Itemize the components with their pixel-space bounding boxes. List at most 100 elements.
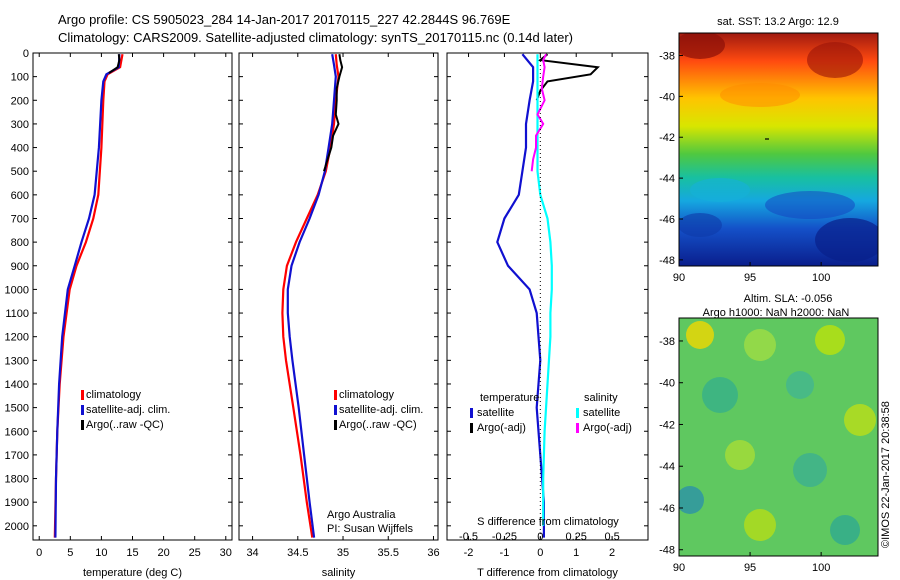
x-tick-label: 15 xyxy=(126,547,138,559)
legend-label: Argo(-adj) xyxy=(477,422,526,434)
x-tick-label: 35 xyxy=(337,547,349,559)
legend-label: satellite xyxy=(583,407,620,419)
legend-header: temperature xyxy=(480,392,539,404)
map-x-tick-label: 95 xyxy=(744,562,756,574)
secondary-tick-label: -0.5 xyxy=(459,531,478,543)
legend-swatch xyxy=(81,420,84,430)
map-x-tick-label: 90 xyxy=(673,562,685,574)
header-line-1: Argo profile: CS 5905023_284 14-Jan-2017… xyxy=(58,12,511,27)
map-y-tick-label: -42 xyxy=(659,419,675,431)
x-axis-label: salinity xyxy=(322,567,356,579)
map-x-tick-label: 100 xyxy=(812,272,830,284)
salinity-panel: 34 34.5 35 35.5 36 salinity climatology satelli… xyxy=(238,52,440,579)
map-y-tick-label: -48 xyxy=(659,545,675,557)
x-tick-label: 10 xyxy=(95,547,107,559)
map-x-tick-label: 90 xyxy=(673,272,685,284)
map-x-tick-label: 95 xyxy=(744,272,756,284)
y-tick-label: 2000 xyxy=(5,521,29,533)
x-tick-label: 5 xyxy=(67,547,73,559)
legend-label: climatology xyxy=(86,389,142,401)
sla-map-title-1: Altim. SLA: -0.056 xyxy=(744,293,833,305)
x-axis-label: temperature (deg C) xyxy=(83,567,182,579)
y-tick-label: 1800 xyxy=(5,474,29,486)
x-tick-label: 0 xyxy=(36,547,42,559)
sla-map: Altim. SLA: -0.056 Argo h1000: NaN h2000… xyxy=(678,293,879,557)
x-tick-label: 20 xyxy=(157,547,169,559)
map-y-tick-label: -38 xyxy=(659,336,675,348)
x-tick-label: 34.5 xyxy=(287,547,308,559)
legend-swatch xyxy=(334,420,337,430)
y-tick-label: 1100 xyxy=(5,308,29,320)
legend-label: climatology xyxy=(339,389,395,401)
series-line xyxy=(530,53,547,172)
y-tick-label: 0 xyxy=(23,48,29,60)
y-tick-label: 1900 xyxy=(5,497,29,509)
y-tick-label: 400 xyxy=(11,143,29,155)
legend-swatch xyxy=(334,390,337,400)
series-line xyxy=(323,54,344,172)
y-tick-label: 1400 xyxy=(5,379,29,391)
map-y-tick-label: -46 xyxy=(659,503,675,515)
map-y-tick-label: -46 xyxy=(659,214,675,226)
y-tick-label: 800 xyxy=(11,237,29,249)
y-tick-label: 200 xyxy=(11,95,29,107)
secondary-tick-label: -0.25 xyxy=(492,531,517,543)
map-axes: 90 95 100 -38 -40 -42 -44 -46 -48 90 95 100 -38 -40 -4… xyxy=(659,50,830,574)
legend-header: salinity xyxy=(584,392,618,404)
header-line-2: Climatology: CARS2009. Satellite-adjuste… xyxy=(58,30,573,45)
annotation-line: PI: Susan Wijffels xyxy=(327,523,413,535)
y-tick-label: 1700 xyxy=(5,450,29,462)
x-tick-label: 0 xyxy=(537,547,543,559)
y-tick-label: 1300 xyxy=(5,355,29,367)
y-tick-label: 1200 xyxy=(5,332,29,344)
x-tick-label: 1 xyxy=(573,547,579,559)
x-tick-label: -2 xyxy=(464,547,474,559)
sst-map: sat. SST: 13.2 Argo: 12.9 xyxy=(678,16,879,267)
map-y-tick-label: -38 xyxy=(659,50,675,62)
x-tick-label: 30 xyxy=(220,547,232,559)
legend-label: satellite xyxy=(477,407,514,419)
y-tick-label: 900 xyxy=(11,261,29,273)
credit-text: ©IMOS 22-Jan-2017 20:38:58 xyxy=(880,401,892,548)
map-y-tick-label: -44 xyxy=(659,461,675,473)
legend-swatch xyxy=(470,423,473,433)
legend-swatch xyxy=(576,423,579,433)
legend-swatch xyxy=(470,408,473,418)
legend-swatch xyxy=(334,405,337,415)
x-axis-label: T difference from climatology xyxy=(477,567,618,579)
y-tick-label: 1000 xyxy=(5,284,29,296)
series-line xyxy=(108,54,121,74)
legend-label: Argo(..raw -QC) xyxy=(339,419,417,431)
y-tick-label: 300 xyxy=(11,119,29,131)
temperature-plot-frame xyxy=(32,52,233,541)
map-y-tick-label: -44 xyxy=(659,173,675,185)
series-line xyxy=(496,53,546,538)
series-line xyxy=(286,54,337,538)
salinity-plot-frame xyxy=(238,52,439,541)
map-x-tick-label: 100 xyxy=(812,562,830,574)
series-line xyxy=(535,53,600,101)
y-tick-label: 600 xyxy=(11,190,29,202)
legend-label: satellite-adj. clim. xyxy=(339,404,423,416)
map-y-tick-label: -40 xyxy=(659,378,675,390)
x-tick-label: -1 xyxy=(500,547,510,559)
secondary-tick-label: 0.25 xyxy=(566,531,587,543)
x-tick-label: 25 xyxy=(189,547,201,559)
legend-label: satellite-adj. clim. xyxy=(86,404,170,416)
legend-label: Argo(-adj) xyxy=(583,422,632,434)
map-y-tick-label: -48 xyxy=(659,255,675,267)
y-tick-label: 100 xyxy=(11,72,29,84)
secondary-tick-label: 0 xyxy=(537,531,543,543)
secondary-tick-label: 0.5 xyxy=(604,531,619,543)
y-tick-label: 1500 xyxy=(5,403,29,415)
map-y-tick-label: -42 xyxy=(659,132,675,144)
x-tick-label: 35.5 xyxy=(378,547,399,559)
y-tick-label: 500 xyxy=(11,166,29,178)
sst-map-title: sat. SST: 13.2 Argo: 12.9 xyxy=(717,16,839,28)
sla-map-texture xyxy=(679,321,876,545)
annotation-line: Argo Australia xyxy=(327,509,396,521)
x-tick-label: 36 xyxy=(427,547,439,559)
sst-map-texture xyxy=(679,33,878,262)
map-y-tick-label: -40 xyxy=(659,91,675,103)
